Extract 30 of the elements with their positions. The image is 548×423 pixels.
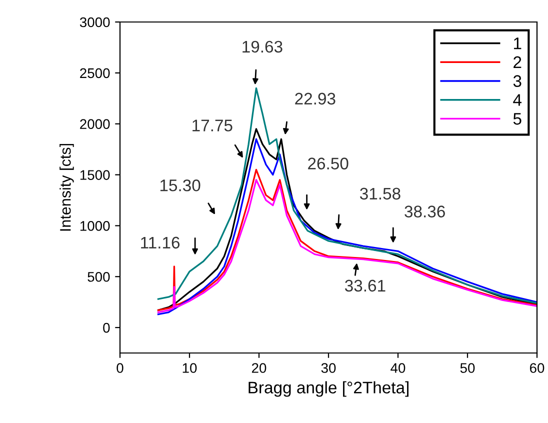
y-tick-label: 2500 [80, 68, 110, 78]
legend-label: 5 [513, 113, 522, 125]
x-tick-label: 50 [460, 363, 475, 373]
annotation: 38.36 [404, 206, 445, 218]
x-tick-label: 30 [321, 363, 336, 373]
y-tick-label: 3000 [80, 17, 110, 28]
legend-label: 4 [513, 94, 522, 106]
y-tick-label: 1000 [80, 221, 110, 231]
x-tick-label: 10 [182, 363, 197, 373]
annotation: 31.58 [360, 188, 400, 200]
y-tick-label: 2000 [80, 119, 110, 130]
annotation: 17.75 [192, 120, 232, 132]
legend-label: 3 [513, 75, 522, 87]
x-tick-label: 0 [116, 363, 124, 373]
annotation: 22.93 [295, 92, 336, 105]
y-tick-label: 0 [103, 322, 110, 333]
x-tick-label: 60 [530, 363, 544, 373]
annotation: 33.61 [344, 280, 386, 292]
annotation: 26.50 [308, 158, 348, 170]
annotation: 19.63 [242, 40, 282, 53]
x-tick-label: 20 [252, 363, 266, 373]
legend-label: 1 [514, 38, 522, 50]
x-tick-label: 40 [390, 363, 406, 373]
y-axis-title: Intensity [cts] [60, 144, 74, 231]
y-tick-label: 500 [88, 272, 110, 282]
annotation: 11.16 [141, 236, 180, 249]
legend-label: 2 [514, 56, 522, 68]
annotation: 15.30 [160, 180, 200, 192]
x-axis-title: Bragg angle [°2Theta] [248, 381, 408, 397]
y-tick-label: 1500 [80, 170, 110, 180]
